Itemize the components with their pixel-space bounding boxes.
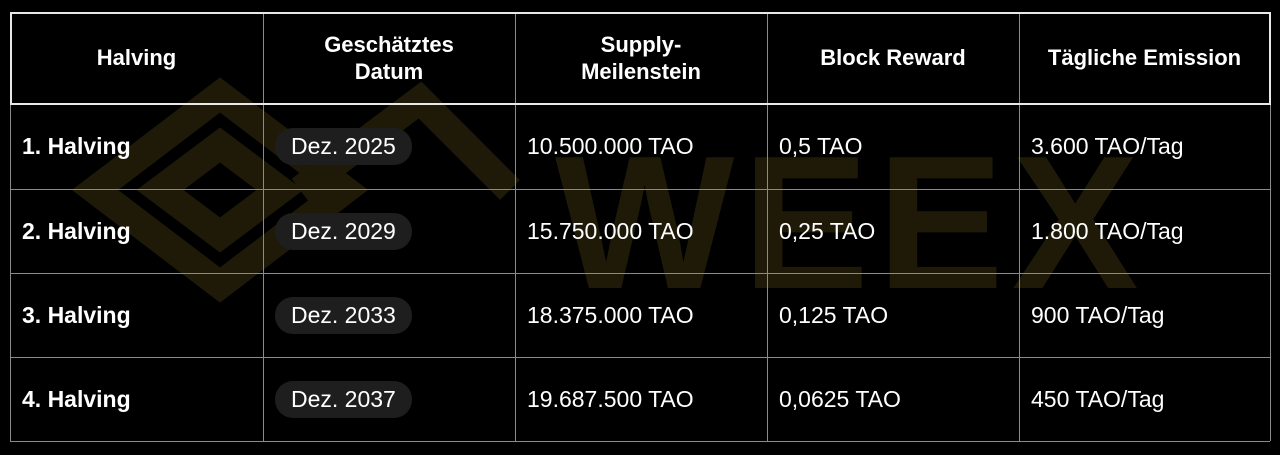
cell-text: 4. Halving [22,385,131,412]
table-cell: 3.600 TAO/Tag [1019,104,1270,189]
cell-text: 0,125 TAO [779,301,889,328]
cell-text: 900 TAO/Tag [1031,301,1165,328]
grid-line [10,189,1270,190]
cell-text: 0,5 TAO [779,133,863,159]
header-border [10,12,1271,105]
grid-line [515,12,516,441]
watermark-text: WEEX [555,117,1147,329]
grid-line [767,12,768,441]
table-cell: 10.500.000 TAO [515,104,767,189]
table-cell: 450 TAO/Tag [1019,357,1270,441]
table-cell: 0,0625 TAO [767,357,1019,441]
table-cell: 1.800 TAO/Tag [1019,189,1270,273]
grid-line [10,12,11,441]
table-cell: Dez. 2033 [263,273,515,357]
header-cell: Geschätztes Datum [263,12,515,104]
grid-line [10,273,1270,274]
grid-line [10,357,1270,358]
header-text: Block Reward [820,45,966,71]
header-text: Tägliche Emission [1047,45,1242,71]
header-cell: Halving [10,12,263,104]
cell-text: 18.375.000 TAO [527,301,694,328]
header-text: Meilenstein [581,59,701,84]
cell-text: 0,0625 TAO [779,385,901,412]
cell-text: 0,25 TAO [779,217,876,244]
table-cell: 0,25 TAO [767,189,1019,273]
table-cell: 1. Halving [10,104,263,189]
table-cell: 0,125 TAO [767,273,1019,357]
table-cell: 3. Halving [10,273,263,357]
table-cell: 2. Halving [10,189,263,273]
table-cell: 900 TAO/Tag [1019,273,1270,357]
table-cell: 19.687.500 TAO [515,357,767,441]
header-cell: Block Reward [767,12,1019,104]
cell-text: 1. Halving [22,133,131,159]
cell-text: 10.500.000 TAO [527,133,694,159]
header-text: Datum [354,59,424,84]
cell-text: 19.687.500 TAO [527,385,694,412]
table-cell: Dez. 2037 [263,357,515,441]
grid-line [263,12,264,441]
date-pill: Dez. 2025 [275,128,412,165]
cell-text: 3.600 TAO/Tag [1031,133,1184,159]
date-pill: Dez. 2037 [275,380,412,418]
header-text: Supply- [600,31,682,57]
cell-text: 2. Halving [22,217,131,244]
grid-line [1270,12,1271,441]
cell-text: 450 TAO/Tag [1031,385,1165,412]
cell-text: 15.750.000 TAO [527,217,694,244]
header-text: Halving [96,45,177,71]
header-cell: Supply- Meilenstein [515,12,767,104]
date-pill: Dez. 2033 [275,296,412,334]
table-cell: 4. Halving [10,357,263,441]
date-pill: Dez. 2029 [275,212,412,250]
table-cell: 15.750.000 TAO [515,189,767,273]
cell-text: 1.800 TAO/Tag [1031,217,1184,244]
header-text: Geschätztes [324,31,454,57]
cell-text: 3. Halving [22,301,131,328]
table-cell: Dez. 2025 [263,104,515,189]
table-cell: Dez. 2029 [263,189,515,273]
table-cell: 18.375.000 TAO [515,273,767,357]
grid-line [10,441,1270,442]
grid-line [1019,12,1020,441]
table-cell: 0,5 TAO [767,104,1019,189]
header-cell: Tägliche Emission [1019,12,1270,104]
